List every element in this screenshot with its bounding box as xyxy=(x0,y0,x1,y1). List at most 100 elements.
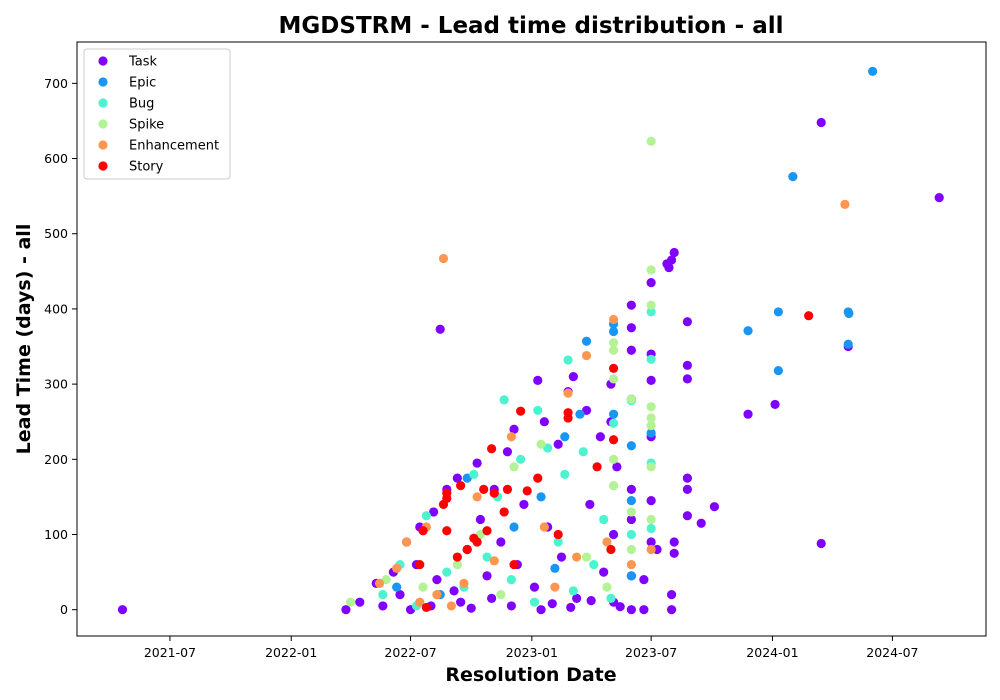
data-point xyxy=(626,323,636,333)
x-tick-label: 2022-07 xyxy=(384,645,436,660)
data-point xyxy=(615,602,625,612)
data-point xyxy=(550,563,560,573)
data-point xyxy=(572,593,582,604)
data-point xyxy=(553,537,563,547)
data-point xyxy=(568,586,578,596)
data-point xyxy=(472,458,482,468)
legend: Task Epic Bug Spike Enhancement Story xyxy=(83,48,231,180)
data-point xyxy=(482,571,492,581)
x-axis-label: Resolution Date xyxy=(445,664,616,686)
data-point xyxy=(533,473,543,483)
data-point xyxy=(378,590,388,600)
data-point xyxy=(438,499,449,510)
data-point xyxy=(466,603,476,613)
data-point xyxy=(646,514,656,525)
data-point xyxy=(666,590,677,600)
data-point xyxy=(432,575,442,585)
data-point xyxy=(452,559,462,570)
data-point xyxy=(608,345,619,355)
data-point xyxy=(435,324,445,334)
data-point xyxy=(502,484,513,494)
data-point xyxy=(482,552,492,562)
data-point xyxy=(646,307,656,317)
data-point xyxy=(509,462,519,472)
data-point xyxy=(509,559,519,570)
data-point xyxy=(516,406,526,416)
data-point xyxy=(646,420,656,431)
data-point xyxy=(646,462,656,472)
data-point xyxy=(595,432,605,442)
data-point xyxy=(438,253,449,264)
data-point xyxy=(341,605,351,615)
data-point xyxy=(612,462,622,472)
y-tick-label: 200 xyxy=(44,452,68,467)
data-point xyxy=(626,507,636,517)
series-epic xyxy=(392,66,878,600)
data-point xyxy=(843,339,853,349)
y-axis: 0 100 200 300 400 500 600 700 xyxy=(44,76,77,617)
data-point xyxy=(429,507,439,517)
data-point xyxy=(646,375,656,385)
data-point xyxy=(626,484,636,494)
data-point xyxy=(539,522,549,532)
data-point xyxy=(606,593,616,604)
data-point xyxy=(553,439,563,449)
series-story xyxy=(415,311,814,613)
data-point xyxy=(770,399,780,410)
data-point xyxy=(506,575,516,585)
data-point xyxy=(599,514,609,525)
data-point xyxy=(499,395,509,405)
data-point xyxy=(487,593,497,604)
data-point xyxy=(432,590,442,600)
y-axis-label: Lead Time (days) - all xyxy=(13,224,35,455)
data-point xyxy=(345,597,356,607)
data-point xyxy=(479,484,489,494)
data-point xyxy=(472,492,482,502)
data-point xyxy=(469,469,479,479)
legend-label-spike: Spike xyxy=(129,118,164,133)
data-point xyxy=(509,424,519,434)
data-point xyxy=(646,354,656,364)
data-point xyxy=(536,439,546,449)
data-point xyxy=(529,597,540,607)
data-point xyxy=(452,473,462,483)
legend-label-epic: Epic xyxy=(129,76,156,91)
x-tick-label: 2021-07 xyxy=(144,645,196,660)
data-point xyxy=(669,247,679,258)
data-point xyxy=(496,537,506,547)
data-point xyxy=(608,529,619,540)
data-point xyxy=(626,496,636,506)
data-point xyxy=(499,507,509,517)
data-point xyxy=(682,374,692,384)
legend-label-enhancement: Enhancement xyxy=(129,139,219,154)
data-point xyxy=(682,317,692,327)
data-point xyxy=(529,582,540,592)
legend-box xyxy=(83,48,231,180)
data-point xyxy=(773,307,783,317)
legend-marker-enhancement xyxy=(98,140,108,150)
data-point xyxy=(639,575,649,585)
x-tick-label: 2022-01 xyxy=(265,645,317,660)
data-point xyxy=(709,502,720,512)
data-point xyxy=(840,199,850,210)
data-point xyxy=(743,409,753,419)
data-point xyxy=(489,488,499,498)
data-point xyxy=(868,66,878,76)
data-point xyxy=(392,563,402,573)
data-point xyxy=(563,413,573,423)
data-point xyxy=(602,582,612,592)
data-point xyxy=(355,597,365,607)
x-tick-label: 2024-07 xyxy=(866,645,918,660)
data-point xyxy=(563,355,573,365)
x-tick-label: 2023-07 xyxy=(625,645,677,660)
data-point xyxy=(682,511,692,521)
data-point xyxy=(553,529,563,540)
data-point xyxy=(519,499,529,510)
data-point xyxy=(575,409,585,419)
data-point xyxy=(844,308,854,319)
data-point xyxy=(536,605,546,615)
data-point xyxy=(568,371,578,382)
data-point xyxy=(566,602,576,613)
data-point xyxy=(502,447,513,457)
data-point xyxy=(509,522,519,532)
